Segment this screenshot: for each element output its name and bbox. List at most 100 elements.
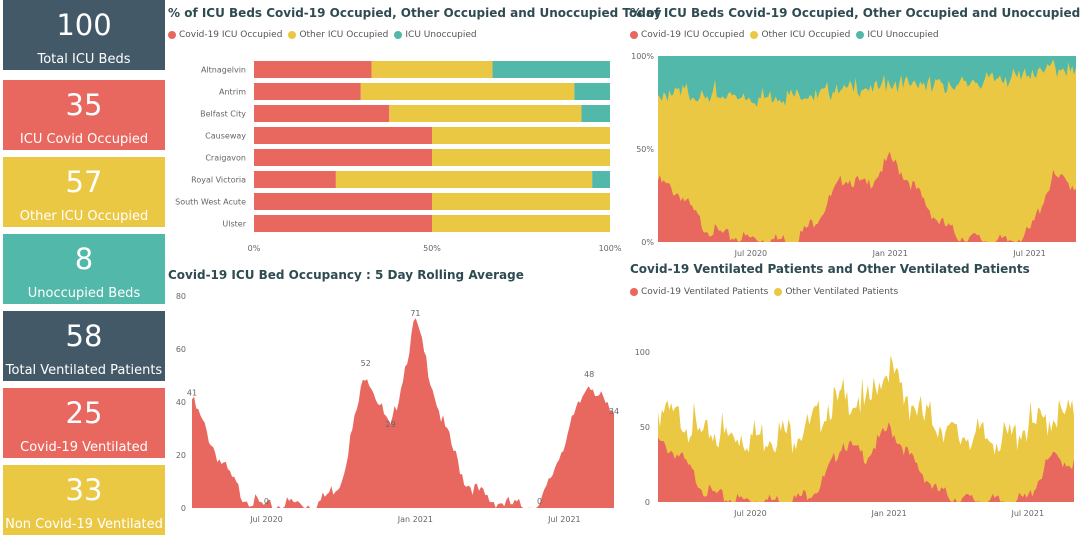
- kpi-card: 57 Other ICU Occupied: [3, 157, 165, 227]
- legend-item: Covid-19 Ventilated Patients: [630, 287, 768, 297]
- category-label: Craigavon: [205, 154, 246, 163]
- data-label: 0: [537, 497, 542, 506]
- y-tick-label: 80: [176, 292, 186, 301]
- legend-swatch: [856, 31, 865, 39]
- legend-swatch: [750, 31, 759, 39]
- chart-title-history: % of ICU Beds Covid-19 Occupied, Other O…: [630, 6, 1080, 20]
- y-tick-label: 0: [645, 498, 650, 507]
- bar-segment: [335, 171, 593, 188]
- legend-label: ICU Unoccupied: [405, 30, 477, 40]
- legend-label: ICU Unoccupied: [867, 30, 939, 40]
- y-tick-label: 100%: [631, 52, 654, 61]
- y-tick-label: 50%: [636, 145, 654, 154]
- bar-segment: [254, 127, 432, 144]
- kpi-card: 58 Total Ventilated Patients: [3, 311, 165, 381]
- bar-segment: [581, 105, 610, 122]
- x-tick-label: Jan 2021: [397, 515, 433, 524]
- category-label: Belfast City: [200, 110, 246, 119]
- bar-segment: [254, 105, 390, 122]
- y-tick-label: 20: [176, 451, 186, 460]
- bar-segment: [389, 105, 582, 122]
- kpi-card: 35 ICU Covid Occupied: [3, 80, 165, 150]
- y-tick-label: 60: [176, 345, 186, 354]
- kpi-label: Other ICU Occupied: [19, 209, 149, 224]
- kpi-card: 100 Total ICU Beds: [3, 0, 165, 70]
- x-tick-label: Jul 2020: [733, 509, 767, 518]
- legend-label: Other ICU Occupied: [761, 30, 851, 40]
- area-chart-ventilated: 0 50 100 Jul 2020 Jan 2021 Jul 2021: [635, 348, 1074, 518]
- y-tick-label: 40: [176, 398, 186, 407]
- bar-segment: [254, 171, 336, 188]
- chart-title-rolling: Covid-19 ICU Bed Occupancy : 5 Day Rolli…: [168, 268, 524, 282]
- legend-label: Covid-19 Ventilated Patients: [641, 287, 769, 297]
- area-chart-history: 0% 50% 100% Jul 2020 Jan 2021 Jul 2021: [631, 52, 1076, 258]
- kpi-label: Covid-19 Ventilated: [20, 440, 148, 455]
- kpi-value: 58: [65, 319, 103, 353]
- y-tick-label: 0%: [641, 238, 654, 247]
- x-tick-label: 0%: [248, 244, 261, 253]
- data-label: 34: [609, 407, 619, 416]
- x-tick-label: Jul 2021: [1010, 509, 1044, 518]
- legend-item: Covid-19 ICU Occupied: [168, 30, 282, 40]
- data-label: 48: [584, 370, 594, 379]
- bar-segment: [371, 61, 493, 78]
- x-tick-label: Jan 2021: [872, 249, 908, 258]
- category-label: Antrim: [219, 88, 246, 97]
- data-label: 0: [264, 497, 269, 506]
- legend-history: Covid-19 ICU Occupied Other ICU Occupied I…: [630, 30, 945, 42]
- legend-ventilated: Covid-19 Ventilated Patients Other Ventil…: [630, 287, 904, 299]
- legend-item: ICU Unoccupied: [856, 30, 939, 40]
- bar-segment: [360, 83, 575, 100]
- area-rolling-average: [192, 318, 614, 508]
- legend-label: Other ICU Occupied: [299, 30, 389, 40]
- legend-item: Other ICU Occupied: [288, 30, 388, 40]
- legend-swatch: [394, 31, 403, 39]
- kpi-value: 25: [65, 396, 103, 430]
- bar-segment: [432, 149, 610, 166]
- area-chart-rolling: 0 20 40 60 80 41 0 52 29 71 0 48 34 Jul 2020 Jan 2021 J…: [176, 292, 619, 524]
- bar-segment: [254, 149, 432, 166]
- legend-label: Covid-19 ICU Occupied: [641, 30, 745, 40]
- x-tick-label: Jul 2020: [249, 515, 283, 524]
- chart-title-ventilated: Covid-19 Ventilated Patients and Other V…: [630, 262, 1030, 276]
- bar-segment: [254, 215, 432, 232]
- bar-segment: [574, 83, 610, 100]
- area-covid-ventilated: [658, 422, 1074, 502]
- bar-segment: [254, 83, 361, 100]
- bar-segment: [492, 61, 610, 78]
- kpi-label: Total ICU Beds: [37, 52, 131, 67]
- data-label: 29: [385, 420, 395, 429]
- x-tick-label: Jul 2021: [547, 515, 581, 524]
- legend-item: Other ICU Occupied: [750, 30, 850, 40]
- kpi-value: 33: [65, 473, 103, 507]
- kpi-label: ICU Covid Occupied: [19, 132, 149, 147]
- legend-item: Covid-19 ICU Occupied: [630, 30, 744, 40]
- data-label: 41: [187, 388, 197, 397]
- kpi-value: 8: [74, 242, 94, 276]
- category-label: Causeway: [205, 132, 246, 141]
- bar-segment: [254, 193, 432, 210]
- x-tick-label: Jan 2021: [870, 509, 906, 518]
- legend-label: Covid-19 ICU Occupied: [179, 30, 283, 40]
- legend-label: Other Ventilated Patients: [785, 287, 899, 297]
- kpi-value: 100: [56, 8, 112, 42]
- y-tick-label: 0: [181, 504, 186, 513]
- bar-chart-today: Altnagelvin Antrim Belfast City Causeway Cra…: [175, 61, 622, 253]
- category-label: Ulster: [222, 220, 246, 229]
- kpi-label: Unoccupied Beds: [27, 286, 141, 301]
- bar-segment: [432, 215, 610, 232]
- y-tick-label: 100: [635, 348, 650, 357]
- area-other: [658, 59, 1076, 242]
- category-label: Altnagelvin: [201, 66, 246, 75]
- kpi-card: 33 Non Covid-19 Ventilated: [3, 465, 165, 535]
- legend-item: Other Ventilated Patients: [774, 287, 898, 297]
- legend-swatch: [168, 31, 176, 39]
- legend-swatch: [774, 288, 783, 296]
- bar-segment: [432, 193, 610, 210]
- area-covid: [658, 151, 1076, 242]
- bar-segment: [592, 171, 610, 188]
- category-label: South West Acute: [175, 198, 246, 207]
- category-label: Royal Victoria: [191, 176, 246, 185]
- x-tick-label: Jul 2020: [734, 249, 768, 258]
- chart-title-today: % of ICU Beds Covid-19 Occupied, Other O…: [168, 6, 662, 20]
